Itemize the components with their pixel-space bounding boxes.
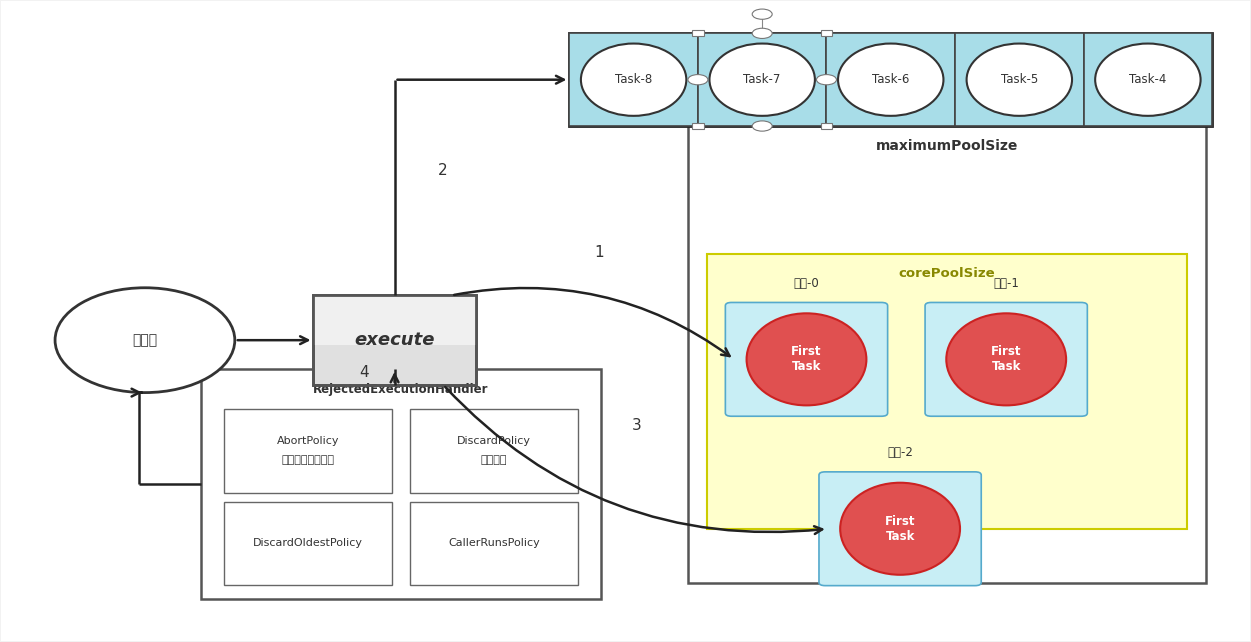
Text: 2: 2 — [438, 163, 448, 178]
Bar — [569, 33, 698, 126]
Text: 1: 1 — [594, 245, 604, 260]
Text: 线程-1: 线程-1 — [993, 277, 1020, 290]
Bar — [821, 30, 832, 36]
Circle shape — [752, 121, 772, 131]
Bar — [314, 295, 475, 385]
Text: First
Task: First Task — [991, 345, 1022, 374]
Ellipse shape — [709, 44, 814, 116]
Text: Task-4: Task-4 — [1130, 73, 1167, 86]
Text: maximumPoolSize: maximumPoolSize — [876, 139, 1018, 153]
Ellipse shape — [55, 288, 235, 393]
Ellipse shape — [1095, 44, 1201, 116]
Text: 线程-0: 线程-0 — [793, 277, 819, 290]
Text: Task-5: Task-5 — [1001, 73, 1038, 86]
FancyBboxPatch shape — [924, 302, 1087, 416]
Bar — [688, 123, 1206, 583]
Bar — [1083, 33, 1212, 126]
Bar — [827, 33, 955, 126]
Text: 丢弃任务，抛异常: 丢弃任务，抛异常 — [281, 456, 334, 465]
Ellipse shape — [838, 44, 943, 116]
Text: Task-8: Task-8 — [615, 73, 652, 86]
Text: 线程-2: 线程-2 — [887, 446, 913, 459]
Circle shape — [752, 28, 772, 39]
Text: 3: 3 — [632, 418, 642, 433]
Bar — [955, 33, 1083, 126]
Bar — [821, 123, 832, 129]
Ellipse shape — [580, 44, 687, 116]
Ellipse shape — [747, 313, 867, 405]
Text: Task-6: Task-6 — [872, 73, 909, 86]
Bar — [692, 123, 703, 129]
Bar — [569, 33, 1212, 126]
Text: RejectedExecutionHandler: RejectedExecutionHandler — [313, 383, 489, 396]
Text: 4: 4 — [359, 365, 369, 380]
Bar — [707, 254, 1187, 529]
Text: execute: execute — [354, 331, 435, 349]
Ellipse shape — [946, 313, 1066, 405]
Text: Task-7: Task-7 — [743, 73, 781, 86]
Text: AbortPolicy: AbortPolicy — [276, 437, 339, 446]
Bar — [409, 409, 578, 492]
Ellipse shape — [841, 483, 960, 575]
Text: First
Task: First Task — [884, 515, 916, 542]
FancyBboxPatch shape — [819, 472, 981, 586]
Bar — [314, 295, 475, 345]
Bar — [698, 33, 827, 126]
Ellipse shape — [967, 44, 1072, 116]
Text: 主线程: 主线程 — [133, 333, 158, 347]
Text: CallerRunsPolicy: CallerRunsPolicy — [448, 538, 539, 548]
Bar — [224, 409, 392, 492]
FancyBboxPatch shape — [726, 302, 888, 416]
Circle shape — [688, 74, 708, 85]
Bar — [409, 501, 578, 585]
Text: corePoolSize: corePoolSize — [898, 266, 996, 280]
Text: DiscardPolicy: DiscardPolicy — [457, 437, 530, 446]
Bar — [314, 295, 475, 385]
Bar — [692, 30, 703, 36]
Text: 丢弃任务: 丢弃任务 — [480, 456, 507, 465]
Circle shape — [817, 74, 837, 85]
Text: DiscardOldestPolicy: DiscardOldestPolicy — [253, 538, 363, 548]
Text: First
Task: First Task — [791, 345, 822, 374]
Bar — [224, 501, 392, 585]
Circle shape — [752, 9, 772, 19]
Bar — [201, 369, 600, 599]
